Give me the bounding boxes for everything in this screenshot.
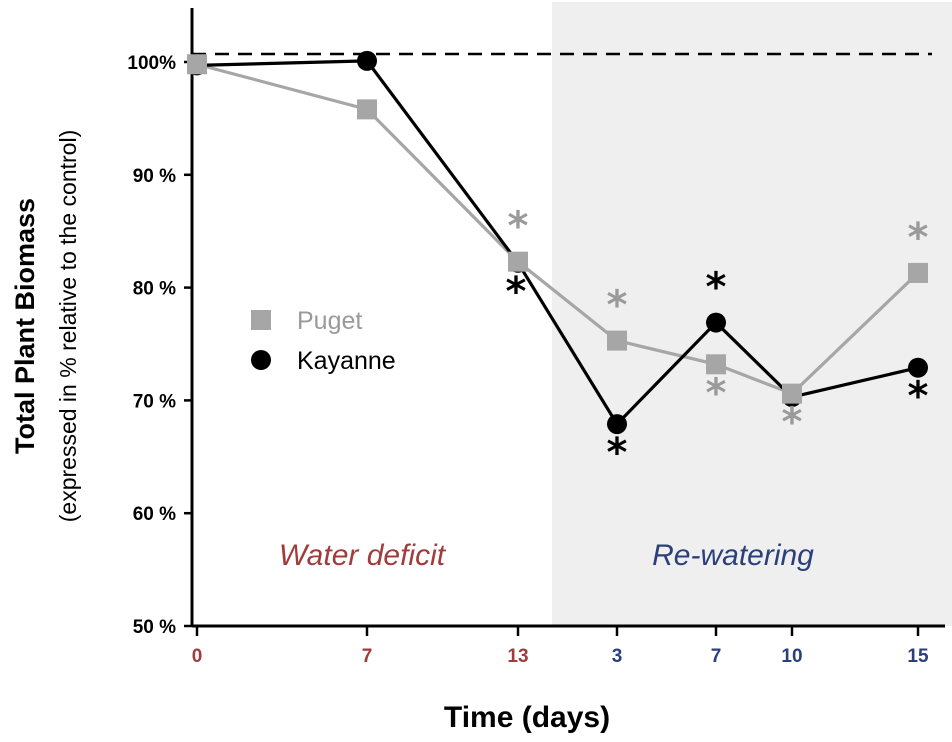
y-tick-label: 60 % [133, 504, 176, 525]
legend-marker-puget [251, 310, 271, 330]
x-axis-ticks: 0 7 13 3 7 10 15 [192, 626, 929, 667]
significance-star-puget: * [607, 283, 628, 329]
data-point-puget [908, 262, 928, 283]
data-point-puget [508, 251, 528, 272]
x-tick-label: 15 [907, 646, 929, 667]
significance-star-kayanne: * [506, 269, 527, 315]
y-tick-label: 70 % [133, 391, 176, 412]
y-axis-subtitle: (expressed in % relative to the control) [55, 130, 81, 522]
y-tick-label: 50 % [133, 617, 176, 638]
significance-star-kayanne: * [908, 374, 929, 420]
significance-star-kayanne: * [706, 265, 727, 311]
data-point-kayanne [607, 414, 627, 435]
legend-label-puget: Puget [297, 307, 362, 335]
data-point-puget [607, 330, 627, 351]
series-markers [187, 50, 928, 435]
y-axis-title: Total Plant Biomass [10, 198, 40, 454]
data-point-puget [357, 99, 377, 120]
phase-label-water-deficit: Water deficit [279, 539, 447, 572]
phase-label-rewatering: Re-watering [652, 539, 814, 572]
rewatering-shaded-region [552, 2, 952, 626]
significance-star-puget: * [782, 400, 803, 446]
data-point-puget [782, 383, 802, 404]
data-point-kayanne [357, 50, 377, 71]
significance-star-kayanne: * [607, 430, 628, 476]
y-tick-label: 90 % [133, 166, 176, 187]
y-tick-label: 100% [127, 53, 176, 74]
y-tick-label: 80 % [133, 279, 176, 300]
x-tick-label: 10 [781, 646, 802, 667]
significance-star-puget: * [908, 215, 929, 261]
legend-marker-kayanne [251, 350, 271, 370]
legend: Puget Kayanne [251, 307, 396, 375]
significance-star-puget: * [706, 370, 727, 416]
x-axis-title: Time (days) [444, 701, 610, 734]
x-tick-label: 7 [362, 646, 373, 667]
x-tick-label: 13 [507, 646, 528, 667]
significance-markers: * * * * * * * * * [506, 204, 929, 476]
data-point-kayanne [908, 357, 928, 378]
significance-star-puget: * [508, 204, 529, 250]
data-point-puget [187, 54, 207, 75]
x-tick-label: 3 [612, 646, 623, 667]
data-point-puget [706, 354, 726, 375]
legend-label-kayanne: Kayanne [297, 347, 396, 375]
x-tick-label: 0 [192, 646, 203, 667]
data-point-kayanne [706, 312, 726, 333]
x-tick-label: 7 [711, 646, 722, 667]
y-axis-ticks: 50 % 60 % 70 % 80 % 90 % 100% [127, 53, 192, 638]
